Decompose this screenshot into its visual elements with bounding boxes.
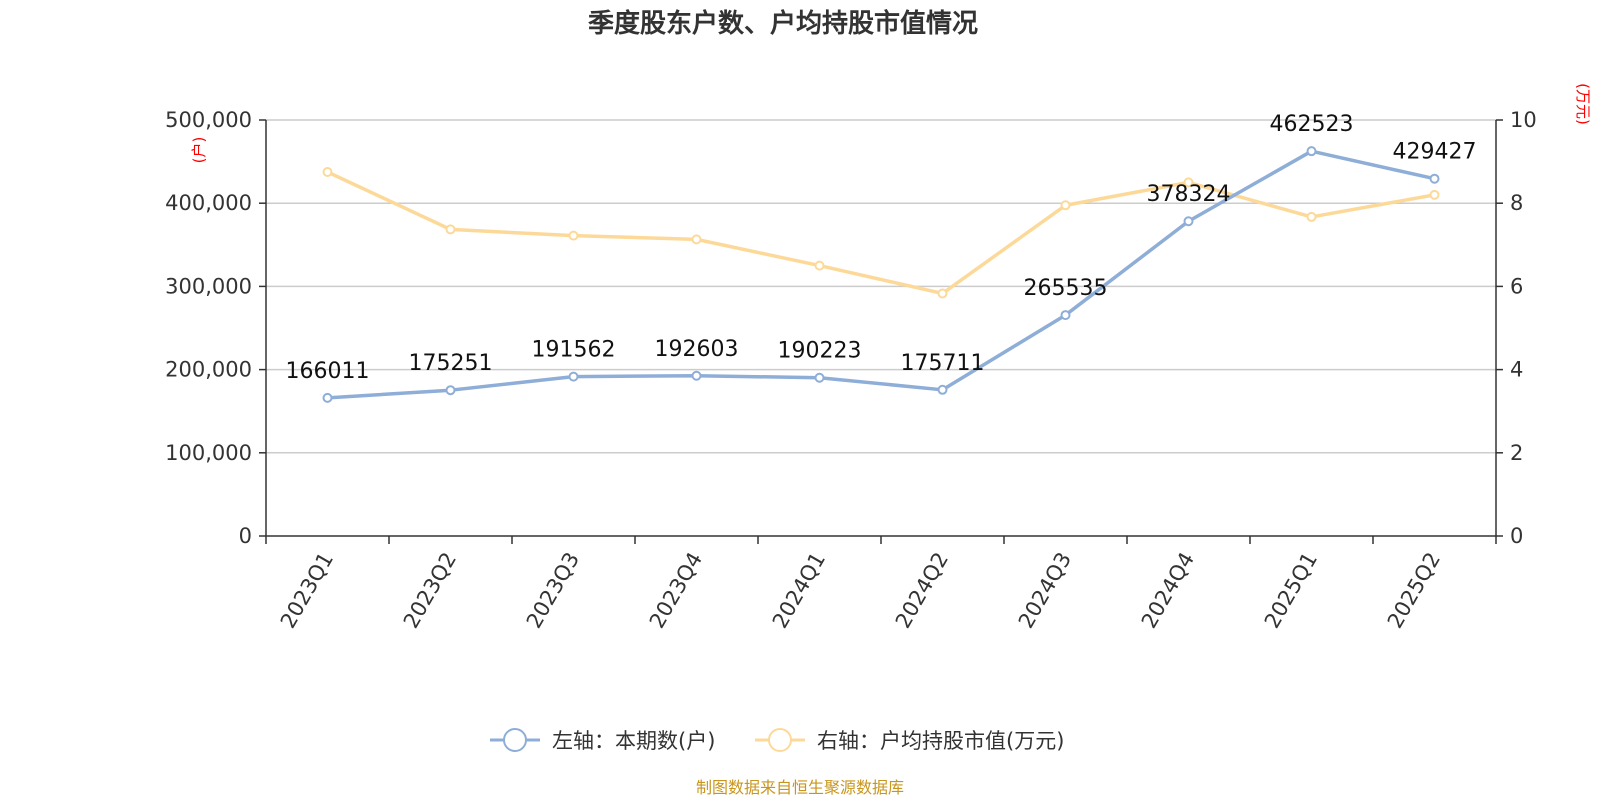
- left-axis-unit: (户): [190, 137, 208, 164]
- data-labels: 166011 175251 191562 192603 190223 175711 2655…: [286, 112, 1477, 384]
- data-point-right: [1306, 211, 1317, 222]
- right-axis-tick-label: 10: [1510, 108, 1537, 132]
- data-point-left: [814, 372, 825, 383]
- source-note: 制图数据来自恒生聚源数据库: [696, 778, 904, 797]
- gridlines: [266, 119, 1496, 454]
- data-point-right: [322, 167, 333, 177]
- x-axis-tick-label: 2023Q4: [645, 548, 707, 632]
- legend-item-left-series[interactable]: 左轴：本期数(户): [490, 728, 715, 753]
- right-axis-tick-label: 2: [1510, 441, 1523, 465]
- data-point-left: [322, 392, 333, 403]
- data-point-right: [568, 230, 579, 241]
- x-axis-tick-label: 2024Q3: [1014, 548, 1076, 632]
- right-axis-tick-label: 8: [1510, 191, 1523, 215]
- data-point-right: [445, 224, 456, 235]
- legend-marker-circle-icon: [768, 728, 792, 752]
- chart-title: 季度股东户数、户均持股市值情况: [588, 8, 978, 39]
- series-line-right: [326, 170, 1435, 296]
- x-axis-tick-label: 2023Q1: [276, 548, 338, 632]
- x-axis-tick-label: 2025Q2: [1383, 548, 1445, 632]
- data-point-left: [937, 384, 948, 395]
- x-axis-tick-label: 2024Q4: [1137, 548, 1199, 632]
- data-point-left: [445, 385, 456, 396]
- legend-label-right-series: 右轴：户均持股市值(万元): [817, 729, 1064, 753]
- data-label: 192603: [655, 337, 739, 362]
- data-point-right: [1429, 189, 1440, 200]
- data-point-left: [1429, 173, 1440, 184]
- left-axis-tick-label: 0: [239, 524, 252, 548]
- data-label: 462523: [1270, 112, 1354, 137]
- right-axis-unit: (万元): [1574, 83, 1592, 125]
- data-point-left: [1183, 216, 1194, 227]
- left-axis-tick-label: 400,000: [165, 191, 252, 215]
- data-point-left: [1306, 146, 1317, 157]
- right-axis-tick-label: 6: [1510, 274, 1523, 298]
- data-point-right: [814, 260, 825, 271]
- legend-label-left-series: 左轴：本期数(户): [552, 729, 715, 753]
- data-point-right: [1183, 177, 1194, 188]
- left-axis-tick-label: 100,000: [165, 441, 252, 465]
- right-axis-tick-label: 0: [1510, 524, 1523, 548]
- data-label: 175711: [901, 351, 985, 376]
- data-point-left: [1060, 310, 1071, 321]
- data-point-right: [1060, 200, 1071, 211]
- data-label: 378324: [1147, 182, 1231, 207]
- x-axis-tick-label: 2024Q1: [768, 548, 830, 632]
- left-axis-tick-label: 500,000: [165, 108, 252, 132]
- data-label: 265535: [1024, 276, 1108, 301]
- right-axis-tick-label: 4: [1510, 358, 1523, 382]
- data-label: 166011: [286, 359, 370, 384]
- data-point-right: [937, 288, 948, 299]
- x-axis-tick-label: 2023Q3: [522, 548, 584, 632]
- legend: 左轴：本期数(户) 右轴：户均持股市值(万元): [490, 728, 1064, 753]
- left-axis-tick-label: 200,000: [165, 358, 252, 382]
- x-axis-tick-label: 2024Q2: [891, 548, 953, 632]
- data-label: 191562: [532, 338, 616, 363]
- data-point-left: [568, 371, 579, 382]
- legend-item-right-series[interactable]: 右轴：户均持股市值(万元): [755, 728, 1064, 753]
- series-line-left: [327, 149, 1435, 400]
- data-label: 190223: [778, 339, 862, 364]
- x-axis-tick-label: 2025Q1: [1260, 548, 1322, 632]
- data-label: 175251: [409, 351, 493, 376]
- legend-marker-circle-icon: [503, 728, 527, 752]
- data-point-right: [691, 234, 702, 245]
- series-lines: [322, 146, 1440, 403]
- left-axis-tick-label: 300,000: [165, 274, 252, 298]
- data-label: 429427: [1393, 140, 1477, 165]
- x-axis-tick-label: 2023Q2: [399, 548, 461, 632]
- data-point-left: [691, 370, 702, 381]
